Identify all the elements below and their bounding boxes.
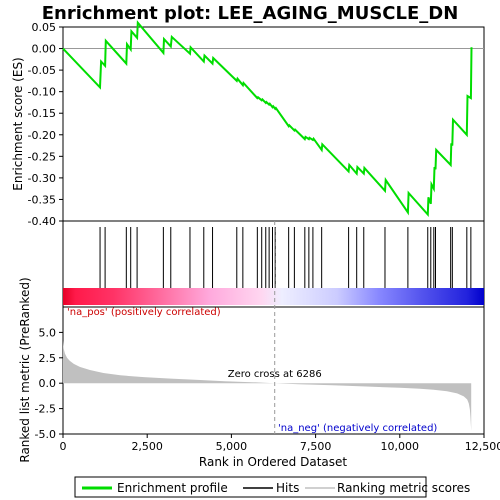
hits-panel bbox=[62, 220, 485, 308]
x-tick-label: 5,000 bbox=[216, 440, 248, 453]
zero-cross-label: Zero cross at 6286 bbox=[228, 369, 322, 380]
negative-correlation-label: 'na_neg' (negatively correlated) bbox=[278, 423, 437, 434]
es-panel: 0.05 0.00 -0.05 -0.10 -0.15 -0.20 -0.25 -0.30 -0… bbox=[11, 20, 485, 228]
es-y-tick-label: -0.25 bbox=[28, 150, 56, 163]
legend-label-hits: Hits bbox=[276, 481, 299, 495]
metric-y-tick-label: -5.0 bbox=[35, 428, 56, 441]
es-panel-frame bbox=[62, 26, 485, 222]
metric-panel: Zero cross at 6286 'na_pos' (positively … bbox=[18, 221, 485, 463]
legend-label-ranking: Ranking metric scores bbox=[337, 481, 470, 495]
rank-color-band bbox=[63, 288, 484, 305]
es-y-tick-label: -0.20 bbox=[28, 129, 56, 142]
legend: Enrichment profile Hits Ranking metric s… bbox=[74, 476, 470, 498]
es-y-tick-label: -0.15 bbox=[28, 107, 56, 120]
x-tick-label: 12,500 bbox=[465, 440, 500, 453]
es-y-axis: 0.05 0.00 -0.05 -0.10 -0.15 -0.20 -0.25 -0.30 -0… bbox=[28, 21, 63, 228]
x-tick-label: 7,500 bbox=[300, 440, 332, 453]
es-y-tick-label: -0.35 bbox=[28, 193, 56, 206]
positive-correlation-label: 'na_pos' (positively correlated) bbox=[67, 307, 221, 318]
es-y-tick-label: -0.05 bbox=[28, 64, 56, 77]
es-y-tick-label: 0.00 bbox=[32, 43, 57, 56]
legend-label-enrichment: Enrichment profile bbox=[117, 481, 228, 495]
x-tick-label: 10,000 bbox=[381, 440, 420, 453]
es-y-axis-label: Enrichment score (ES) bbox=[11, 57, 25, 190]
metric-y-axis-label: Ranked list metric (PreRanked) bbox=[18, 277, 32, 462]
es-y-tick-label: -0.30 bbox=[28, 172, 56, 185]
metric-y-tick-label: -2.5 bbox=[35, 403, 56, 416]
x-axis: 0 2,500 5,000 7,500 10,000 12,500 bbox=[60, 434, 500, 453]
metric-y-axis: 5.0 2.5 0.0 -2.5 -5.0 bbox=[35, 326, 63, 441]
metric-y-tick-label: 0.0 bbox=[39, 377, 57, 390]
chart-title: Enrichment plot: LEE_AGING_MUSCLE_DN bbox=[42, 3, 459, 24]
x-tick-label: 2,500 bbox=[131, 440, 163, 453]
x-tick-label: 0 bbox=[60, 440, 67, 453]
es-y-tick-label: -0.40 bbox=[28, 215, 56, 228]
es-y-tick-label: 0.05 bbox=[32, 21, 57, 34]
legend-box bbox=[74, 476, 427, 498]
metric-y-tick-label: 2.5 bbox=[39, 352, 57, 365]
x-axis-label: Rank in Ordered Dataset bbox=[199, 455, 347, 469]
es-curve bbox=[62, 20, 473, 218]
metric-area bbox=[63, 340, 472, 431]
metric-y-tick-label: 5.0 bbox=[39, 326, 57, 339]
es-y-tick-label: -0.10 bbox=[28, 86, 56, 99]
metric-panel-frame bbox=[62, 306, 485, 435]
